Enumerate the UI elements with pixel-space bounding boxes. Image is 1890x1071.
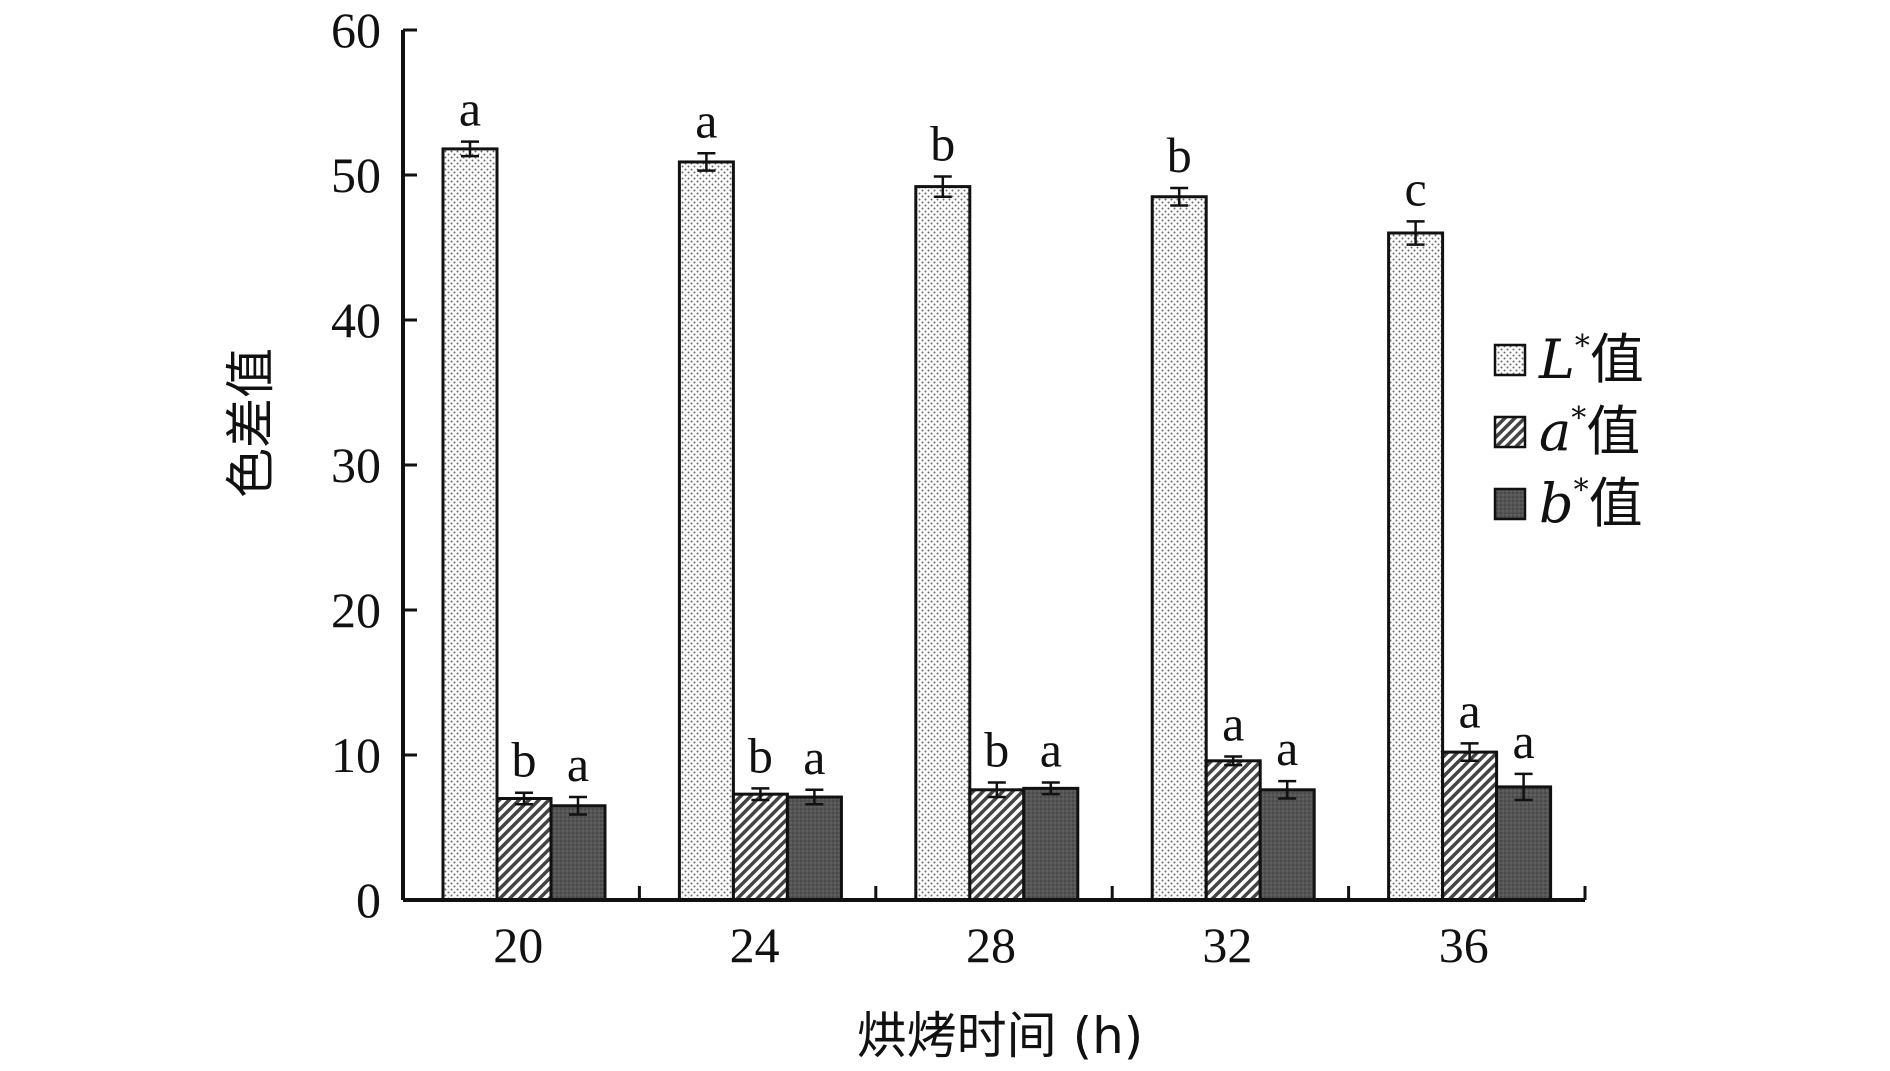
significance-label: b bbox=[1167, 127, 1192, 183]
y-tick-label: 20 bbox=[331, 582, 381, 638]
bar bbox=[1441, 750, 1499, 902]
legend-swatch bbox=[1493, 415, 1527, 449]
bar bbox=[968, 788, 1026, 902]
legend: L*值 a*值 b*值 bbox=[1493, 328, 1644, 535]
bar bbox=[1387, 231, 1445, 902]
bar bbox=[785, 795, 843, 902]
bar bbox=[1495, 785, 1553, 902]
bar bbox=[677, 160, 735, 902]
y-tick-label: 10 bbox=[331, 727, 381, 783]
bar bbox=[1258, 788, 1316, 902]
x-tick-label: 24 bbox=[730, 917, 780, 973]
significance-label: a bbox=[803, 729, 825, 785]
bar bbox=[1204, 759, 1262, 902]
bar bbox=[441, 147, 499, 902]
bar bbox=[1022, 786, 1080, 902]
y-tick-label: 40 bbox=[331, 292, 381, 348]
significance-label: a bbox=[1458, 682, 1480, 738]
x-tick-label: 28 bbox=[966, 917, 1016, 973]
legend-label: L*值 bbox=[1538, 328, 1644, 391]
significance-label: a bbox=[1040, 722, 1062, 778]
bar bbox=[1150, 195, 1208, 902]
x-tick-label: 20 bbox=[493, 917, 543, 973]
x-tick-label: 36 bbox=[1439, 917, 1489, 973]
bar bbox=[731, 792, 789, 902]
legend-label: a*值 bbox=[1539, 400, 1640, 463]
legend-swatch bbox=[1493, 343, 1527, 377]
significance-label: c bbox=[1404, 160, 1426, 216]
x-axis-title: 烘烤时间 (h) bbox=[857, 1007, 1144, 1065]
x-axis-ticks: 20 24 28 32 36 bbox=[493, 886, 1587, 973]
legend-swatch bbox=[1493, 487, 1527, 521]
significance-label: a bbox=[567, 736, 589, 792]
y-axis-ticks: 0 10 20 30 40 50 60 bbox=[331, 2, 417, 928]
significance-label: a bbox=[1222, 695, 1244, 751]
bar bbox=[495, 797, 553, 902]
significance-label: a bbox=[1512, 713, 1534, 769]
significance-label: b bbox=[930, 115, 955, 171]
y-tick-label: 60 bbox=[331, 2, 381, 58]
bar bbox=[914, 185, 972, 902]
significance-label: a bbox=[695, 92, 717, 148]
significance-label: b bbox=[748, 727, 773, 783]
y-tick-label: 0 bbox=[356, 872, 381, 928]
legend-label: b*值 bbox=[1539, 472, 1643, 535]
x-tick-label: 32 bbox=[1202, 917, 1252, 973]
plot-bars: a a b bcb b b a aa a a a a bbox=[441, 81, 1553, 902]
significance-label: a bbox=[459, 81, 481, 137]
bar bbox=[549, 804, 607, 902]
significance-label: b bbox=[984, 722, 1009, 778]
significance-label: a bbox=[1276, 720, 1298, 776]
y-axis-title: 色差值 bbox=[222, 348, 280, 498]
y-tick-label: 30 bbox=[331, 437, 381, 493]
y-tick-label: 50 bbox=[331, 147, 381, 203]
significance-label: b bbox=[512, 732, 537, 788]
